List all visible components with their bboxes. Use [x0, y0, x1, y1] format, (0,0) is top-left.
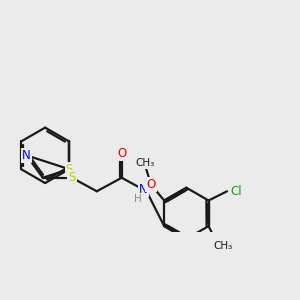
Text: CH₃: CH₃ [136, 158, 155, 168]
Text: S: S [68, 171, 76, 184]
Text: O: O [146, 178, 156, 191]
Text: N: N [22, 149, 31, 162]
Text: N: N [139, 183, 148, 196]
Text: CH₃: CH₃ [213, 242, 232, 251]
Text: O: O [117, 147, 126, 160]
Text: S: S [65, 163, 73, 176]
Text: Cl: Cl [231, 185, 242, 198]
Text: H: H [134, 194, 142, 204]
